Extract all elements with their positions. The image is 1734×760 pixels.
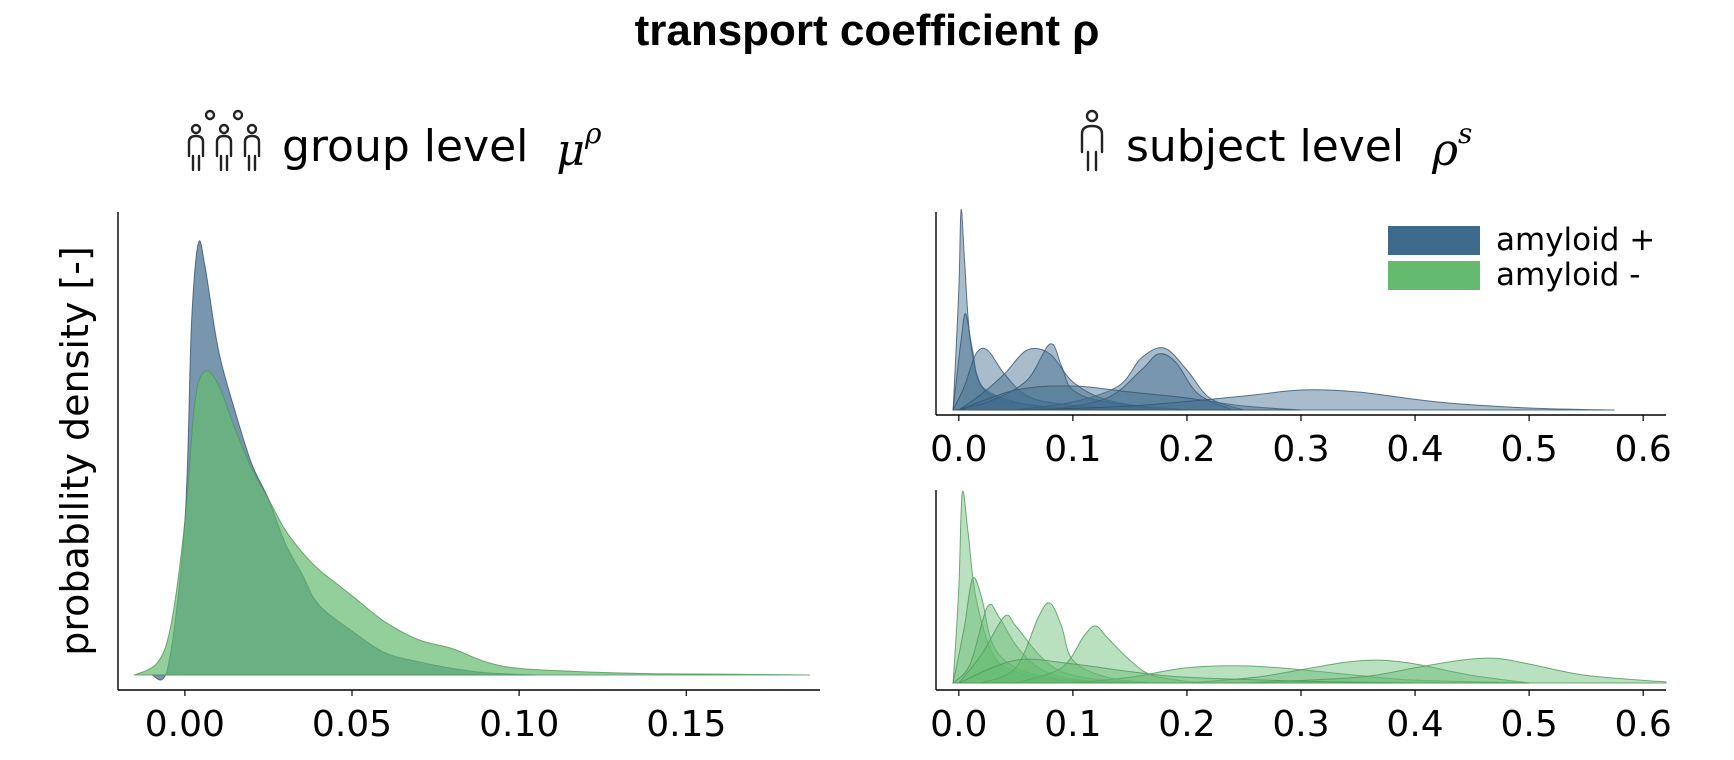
subject-level-label: subject level xyxy=(1126,121,1405,172)
subject-density-4 xyxy=(981,602,1153,684)
x-tick-label: 0.2 xyxy=(1158,429,1215,470)
x-tick-label: 0.10 xyxy=(479,704,559,745)
x-tick-label: 0.0 xyxy=(930,704,987,745)
subject-density-3 xyxy=(957,347,1165,411)
density-amyloid-neg xyxy=(132,370,811,676)
x-tick-label: 0.2 xyxy=(1158,704,1215,745)
subject-density-3 xyxy=(957,614,1142,684)
subject-density-8 xyxy=(1015,389,1615,411)
legend-label: amyloid - xyxy=(1496,257,1640,293)
x-tick-label: 0.5 xyxy=(1500,704,1557,745)
group-level-symbol: μρ xyxy=(556,117,602,176)
subject-density-8 xyxy=(1243,657,1667,684)
subject-density-9 xyxy=(958,658,1416,684)
density-amyloid-neg xyxy=(952,490,1096,684)
subject-level-title: subject level ρs xyxy=(1078,108,1472,185)
subject-density-4 xyxy=(958,343,1187,411)
group-level-label: group level xyxy=(282,121,529,172)
x-tick-label: 0.5 xyxy=(1500,429,1557,470)
subject-density-7 xyxy=(1186,659,1530,684)
subject-density-1 xyxy=(952,313,1096,411)
x-tick-label: 0.05 xyxy=(312,704,392,745)
legend-swatch xyxy=(1388,261,1480,290)
x-tick-label: 0.6 xyxy=(1615,704,1672,745)
x-tick-label: 0.1 xyxy=(1044,704,1101,745)
x-tick-label: 0.3 xyxy=(1272,704,1329,745)
subject-density-6 xyxy=(1072,665,1530,684)
y-axis-label: probability density [-] xyxy=(53,246,97,656)
group-level-title: group level μρ xyxy=(186,108,601,185)
subject-density-5 xyxy=(1015,625,1199,684)
x-tick-label: 0.3 xyxy=(1272,429,1329,470)
x-tick-label: 0.0 xyxy=(930,429,987,470)
person-icon xyxy=(1078,108,1106,185)
x-tick-label: 0.4 xyxy=(1386,704,1443,745)
subject-density-7 xyxy=(958,385,1302,411)
chart-title: transport coefficient ρ xyxy=(634,6,1100,55)
subject-density-1 xyxy=(952,577,1096,684)
legend-label: amyloid + xyxy=(1496,222,1655,258)
x-tick-label: 0.6 xyxy=(1615,429,1672,470)
subject-level-symbol: ρs xyxy=(1432,117,1473,176)
x-tick-label: 0.4 xyxy=(1386,429,1443,470)
subject-density-6 xyxy=(1049,353,1233,411)
subject-density-2 xyxy=(951,603,1130,684)
x-tick-label: 0.00 xyxy=(145,704,225,745)
subject-density-5 xyxy=(1015,347,1245,411)
x-tick-label: 0.15 xyxy=(646,704,726,745)
legend-swatch xyxy=(1388,226,1480,255)
x-tick-label: 0.1 xyxy=(1044,429,1101,470)
group-people-icon xyxy=(186,108,262,185)
